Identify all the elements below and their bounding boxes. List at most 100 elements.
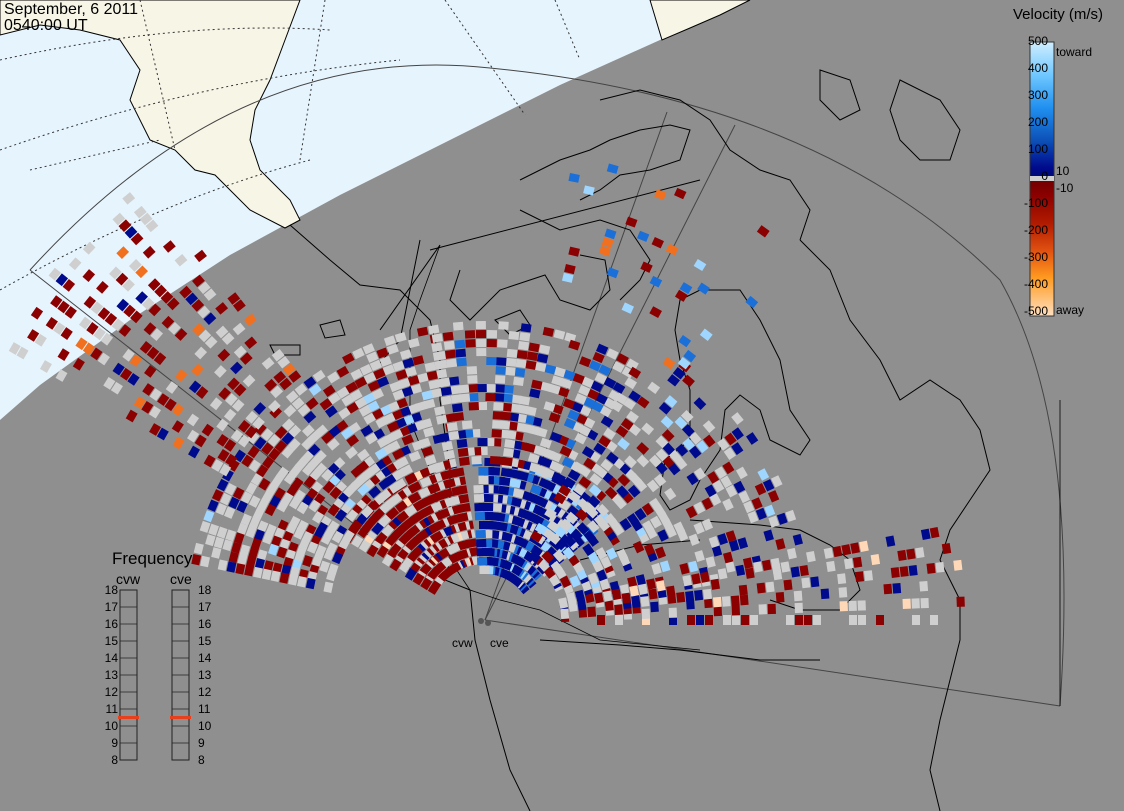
velocity-cell (423, 426, 435, 438)
velocity-cell (599, 578, 611, 591)
velocity-cell (174, 369, 188, 383)
velocity-cell (849, 615, 857, 625)
velocity-cell (321, 468, 334, 482)
velocity-cell (587, 606, 597, 618)
frequency-level-label: 9 (198, 736, 205, 750)
velocity-cell (218, 387, 231, 401)
velocity-cell (529, 530, 543, 543)
velocity-cell (244, 425, 258, 439)
velocity-scale-title: Velocity (m/s) (1013, 6, 1104, 23)
velocity-cell (681, 424, 695, 437)
velocity-cell (379, 355, 392, 367)
velocity-cell (257, 520, 269, 533)
velocity-cell (8, 342, 21, 355)
velocity-cell (679, 562, 690, 575)
velocity-cell (582, 396, 596, 409)
velocity-tick-400: 400 (1027, 61, 1048, 75)
velocity-cell (224, 506, 236, 519)
velocity-cell (174, 253, 188, 267)
velocity-cell (449, 385, 461, 395)
velocity-cell (763, 529, 774, 542)
velocity-cell (381, 553, 394, 567)
velocity-cell (765, 581, 775, 593)
velocity-cell (303, 475, 316, 489)
velocity-cell (786, 547, 797, 560)
velocity-cell (473, 484, 484, 494)
velocity-cell (217, 559, 228, 571)
velocity-cell (466, 366, 478, 375)
velocity-cell (536, 353, 549, 364)
velocity-cell (103, 377, 116, 390)
velocity-cell (578, 476, 592, 489)
velocity-cell (641, 502, 655, 516)
velocity-cell (279, 377, 292, 391)
velocity-cell (197, 281, 211, 295)
velocity-cell (680, 409, 694, 423)
velocity-cell (617, 473, 631, 487)
velocity-cell (629, 585, 640, 597)
velocity-cell (953, 559, 963, 571)
velocity-cell (588, 360, 602, 372)
velocity-cell (688, 533, 700, 546)
velocity-cell (419, 476, 433, 488)
velocity-cell (376, 436, 390, 449)
velocity-cell (596, 503, 610, 517)
velocity-cell (252, 416, 265, 430)
velocity-cell (458, 456, 470, 466)
velocity-data-layer (8, 163, 965, 625)
velocity-cell (420, 577, 433, 591)
velocity-cell (590, 380, 604, 393)
velocity-cell (142, 245, 156, 259)
velocity-cell (247, 445, 260, 459)
velocity-cell (166, 297, 180, 311)
velocity-cell (703, 597, 713, 609)
velocity-cell (467, 375, 478, 384)
frequency-level-label: 13 (104, 668, 118, 682)
velocity-cell (761, 559, 772, 571)
velocity-cell (197, 305, 211, 319)
velocity-cell (649, 497, 662, 511)
velocity-cell (694, 589, 704, 601)
velocity-cell (548, 384, 561, 395)
velocity-cell (631, 597, 641, 608)
frequency-level-label: 10 (104, 719, 118, 733)
velocity-cell (598, 245, 611, 257)
velocity-cell (237, 553, 248, 566)
velocity-cell (268, 447, 281, 461)
velocity-cell (161, 315, 175, 329)
lit-landmass (0, 0, 301, 229)
velocity-cell (793, 590, 803, 602)
velocity-cell (319, 560, 331, 573)
velocity-cell (239, 544, 251, 557)
velocity-cell (233, 449, 246, 463)
velocity-cell (579, 356, 592, 368)
velocity-cell (619, 518, 632, 531)
velocity-cell (628, 366, 642, 379)
velocity-cell (756, 582, 766, 594)
velocity-cell (930, 615, 938, 625)
velocity-cell (529, 388, 541, 399)
velocity-cell (456, 357, 467, 367)
velocity-cell (127, 372, 140, 386)
velocity-cell (288, 370, 302, 383)
velocity-cell (516, 349, 528, 360)
velocity-cell (664, 487, 677, 501)
velocity-cell (704, 484, 717, 498)
velocity-cell (305, 397, 319, 410)
velocity-cell (679, 282, 693, 295)
velocity-cell (685, 590, 695, 602)
velocity-cell (505, 357, 517, 367)
velocity-cell (542, 326, 555, 337)
velocity-cell (703, 434, 716, 448)
velocity-cell (611, 588, 622, 601)
velocity-cell (289, 496, 302, 510)
velocity-cell (373, 368, 386, 380)
velocity-cell (461, 420, 473, 430)
velocity-cell (432, 433, 445, 444)
velocity-cell (531, 379, 543, 390)
velocity-cell (615, 615, 623, 625)
velocity-cell (689, 431, 702, 445)
velocity-cell (577, 497, 590, 511)
velocity-cell (371, 522, 384, 536)
velocity-cell (418, 486, 431, 499)
